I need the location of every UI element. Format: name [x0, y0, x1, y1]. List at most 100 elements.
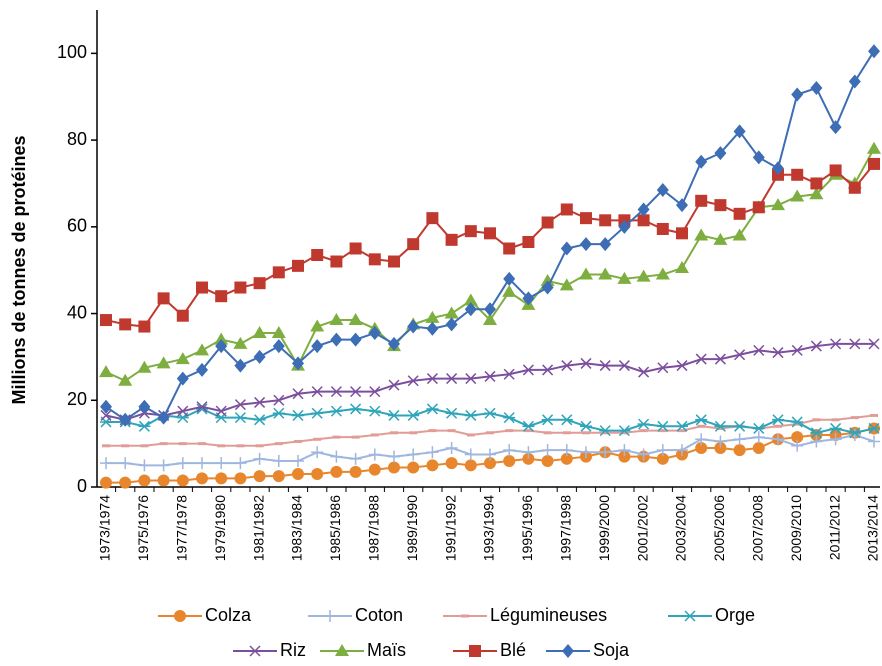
- x-tick-label: 1979/1980: [212, 495, 228, 561]
- marker: [829, 120, 842, 135]
- marker: [809, 187, 824, 200]
- marker: [138, 399, 151, 414]
- marker: [407, 448, 420, 461]
- marker: [138, 459, 151, 472]
- marker: [848, 74, 861, 89]
- marker: [541, 444, 554, 457]
- marker: [215, 412, 228, 424]
- x-tick-label: 1981/1982: [250, 495, 266, 561]
- marker: [445, 457, 458, 470]
- marker: [656, 444, 669, 457]
- marker: [522, 235, 535, 248]
- x-tick-label: 2005/2006: [711, 495, 727, 561]
- marker: [580, 446, 592, 459]
- marker: [522, 364, 534, 376]
- legend-label: Orge: [715, 605, 755, 625]
- marker: [311, 407, 324, 419]
- marker: [713, 232, 728, 245]
- marker: [175, 352, 190, 365]
- x-tick-label: 1983/1984: [289, 495, 305, 561]
- marker: [388, 336, 400, 351]
- marker: [310, 319, 325, 332]
- marker: [330, 255, 343, 268]
- marker: [100, 409, 112, 421]
- marker: [234, 399, 246, 411]
- marker: [694, 228, 709, 241]
- marker: [522, 420, 535, 432]
- marker: [734, 349, 746, 361]
- marker: [157, 410, 170, 425]
- marker: [676, 198, 688, 213]
- marker: [868, 338, 880, 350]
- marker: [580, 420, 592, 432]
- marker: [559, 278, 574, 291]
- marker: [829, 164, 842, 177]
- marker: [426, 403, 439, 415]
- marker: [560, 203, 573, 216]
- marker: [196, 403, 208, 415]
- marker: [463, 293, 478, 306]
- marker: [772, 433, 784, 446]
- marker: [215, 290, 228, 303]
- marker: [330, 386, 342, 398]
- marker: [465, 373, 477, 385]
- marker: [810, 427, 823, 439]
- marker: [580, 237, 592, 252]
- marker: [177, 405, 189, 417]
- marker: [656, 452, 669, 465]
- marker: [426, 459, 439, 472]
- marker: [100, 399, 112, 414]
- legend-label: Riz: [280, 640, 306, 660]
- marker: [253, 414, 266, 426]
- marker: [599, 360, 611, 372]
- marker: [484, 370, 496, 382]
- marker: [292, 409, 304, 421]
- marker: [579, 267, 593, 280]
- marker: [369, 386, 381, 398]
- marker: [561, 360, 573, 372]
- marker: [503, 454, 516, 467]
- marker: [695, 194, 708, 207]
- y-axis-title: Millions de tonnes de protéines: [9, 135, 29, 404]
- legend-item: Orge: [668, 605, 755, 625]
- marker: [234, 412, 247, 424]
- marker: [119, 457, 132, 470]
- marker: [100, 416, 112, 428]
- marker: [254, 396, 266, 408]
- marker: [388, 255, 400, 268]
- marker: [368, 405, 381, 417]
- marker: [560, 452, 573, 465]
- marker: [445, 233, 458, 246]
- legend-label: Blé: [500, 640, 526, 660]
- marker: [541, 454, 554, 467]
- marker: [503, 368, 515, 380]
- marker: [272, 339, 285, 354]
- marker: [195, 343, 209, 356]
- legend-item: Légumineuses: [443, 605, 607, 625]
- marker: [848, 428, 861, 441]
- marker: [464, 409, 477, 421]
- marker: [407, 319, 420, 334]
- marker: [503, 271, 516, 286]
- marker: [196, 401, 208, 413]
- marker: [388, 461, 400, 474]
- marker: [311, 386, 323, 398]
- marker: [791, 168, 804, 181]
- marker: [464, 302, 477, 317]
- marker: [349, 452, 362, 465]
- marker: [752, 431, 765, 444]
- marker: [196, 457, 208, 470]
- marker: [157, 292, 170, 305]
- legend-item: Riz: [233, 640, 306, 660]
- marker: [868, 435, 880, 448]
- marker: [560, 444, 573, 457]
- marker: [215, 472, 228, 485]
- marker: [676, 360, 688, 372]
- marker: [388, 450, 400, 463]
- marker: [599, 425, 612, 437]
- legend-item: Coton: [308, 605, 403, 625]
- marker: [868, 422, 880, 434]
- marker: [350, 386, 362, 398]
- marker: [176, 457, 189, 470]
- marker: [119, 476, 132, 489]
